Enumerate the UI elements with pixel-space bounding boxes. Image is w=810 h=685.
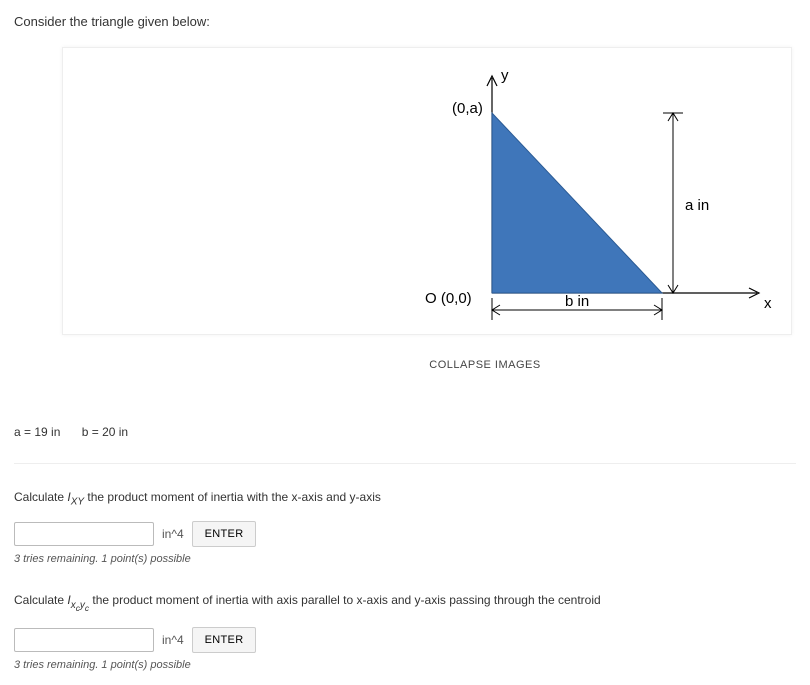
triangle-figure: y x O (0,0) (0,a) b in a in [77,58,777,328]
collapse-images-button[interactable]: COLLAPSE IMAGES [419,353,550,377]
q1-unit: in^4 [162,527,184,541]
divider [14,463,796,464]
y-axis-label: y [501,67,509,84]
a-dim-label: a in [685,197,709,214]
q1-subscript: XY [71,496,84,507]
q1-tries: 3 tries remaining. 1 point(s) possible [14,553,796,565]
q2-answer-input[interactable] [14,628,154,652]
q1-enter-button[interactable]: ENTER [192,521,257,547]
q2-text: Calculate Ixcyc the product moment of in… [14,593,796,612]
q1-text: Calculate IXY the product moment of iner… [14,490,796,507]
q2-enter-button[interactable]: ENTER [192,627,257,653]
given-b: b = 20 in [82,425,128,439]
q2-suffix: the product moment of inertia with axis … [89,593,601,607]
question-prompt: Consider the triangle given below: [14,14,796,29]
top-vertex-label: (0,a) [452,100,483,117]
b-dim-label: b in [565,293,589,310]
figure-panel: y x O (0,0) (0,a) b in a in [62,47,792,335]
origin-label: O (0,0) [425,290,472,307]
q2-subscript: xcyc [71,600,89,611]
x-axis-label: x [764,295,772,312]
given-a: a = 19 in [14,425,60,439]
q1-answer-input[interactable] [14,522,154,546]
q2-prefix: Calculate [14,593,67,607]
q1-suffix: the product moment of inertia with the x… [84,490,381,504]
q1-prefix: Calculate [14,490,67,504]
given-values: a = 19 in b = 20 in [14,425,796,439]
q2-unit: in^4 [162,633,184,647]
